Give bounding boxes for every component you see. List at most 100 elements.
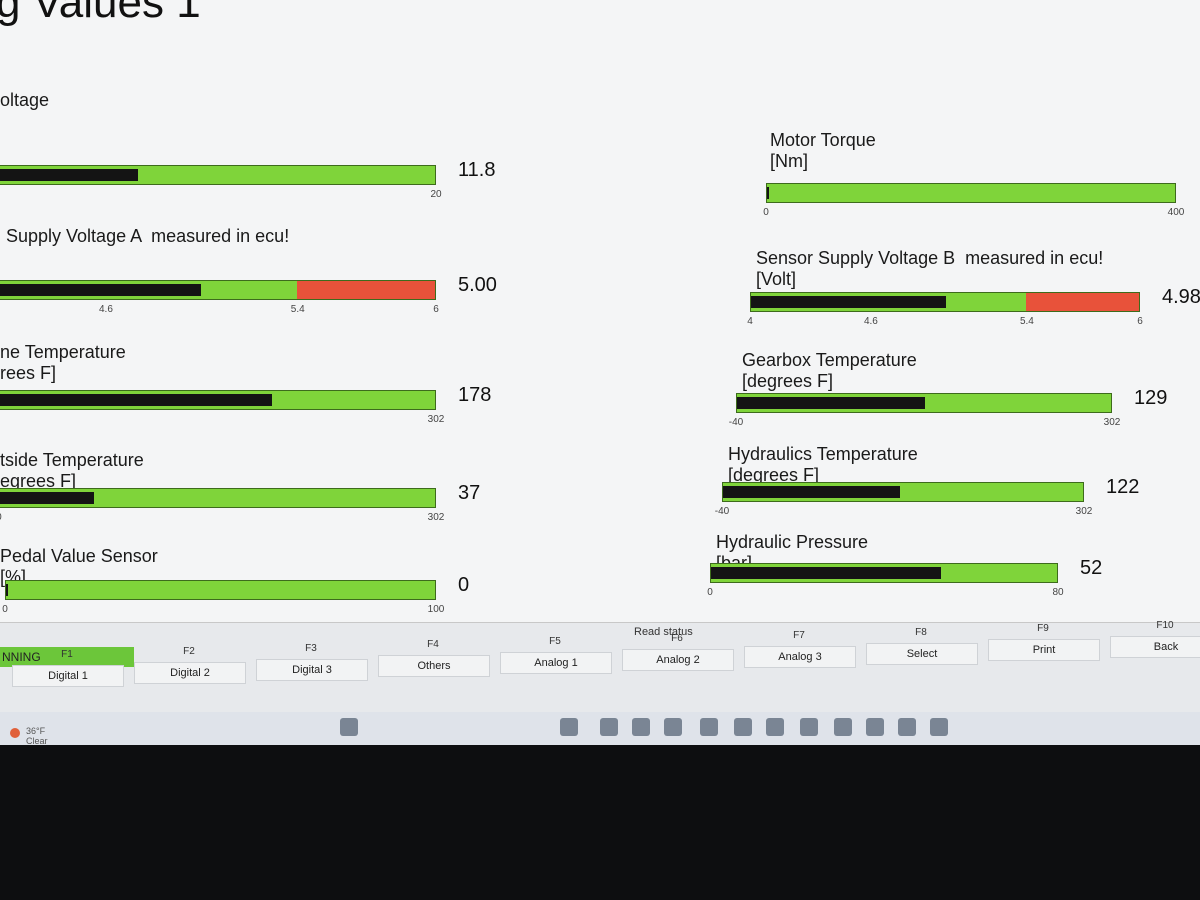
gauge-track <box>722 482 1084 502</box>
gauge-tick: 0 <box>707 587 713 598</box>
gauge-name: Gearbox Temperature <box>742 350 917 370</box>
gauge-tick: 6 <box>1137 316 1143 327</box>
gauge-track <box>0 165 436 185</box>
gauge-tick: 0 <box>763 207 769 218</box>
taskbar-icon <box>700 718 718 736</box>
taskbar-icon <box>766 718 784 736</box>
gauge-tick: 6 <box>433 304 439 315</box>
gauge-unit: [degrees F] <box>742 371 834 391</box>
gauge-bar <box>723 486 901 498</box>
function-button[interactable]: Digital 1 <box>12 665 124 687</box>
limit-zone <box>297 281 435 299</box>
gauge-value: 178 <box>458 384 492 406</box>
gauge-name: Motor Torque <box>770 130 876 150</box>
gauge-value: 52 <box>1080 557 1103 579</box>
taskbar-icon <box>866 718 884 736</box>
taskbar-icon <box>800 718 818 736</box>
function-button[interactable]: Others <box>378 655 490 678</box>
function-button[interactable]: Digital 3 <box>256 658 368 681</box>
gauge-name: Sensor Supply Voltage B measured in ecu! <box>756 248 1104 268</box>
function-button[interactable]: Print <box>988 639 1100 662</box>
gauge-tick: 5.4 <box>1019 316 1034 327</box>
gauge-bar <box>6 584 8 596</box>
function-bar: NNING Read status F1 Digital 1 F2 Digital 2… <box>0 620 1200 713</box>
gauge-name: ne Temperature <box>0 342 126 362</box>
gauge-label: ne Temperature rees F] <box>0 342 126 384</box>
gauge-label: Motor Torque [Nm] <box>770 130 876 172</box>
gauge-value: 11.8 <box>458 159 496 181</box>
gauge-name: Pedal Value Sensor <box>0 546 158 566</box>
taskbar-icon <box>734 718 752 736</box>
gauge-unit: egrees F] <box>0 471 77 491</box>
gauge-track <box>766 183 1176 203</box>
gauge-track <box>736 393 1112 413</box>
gauge-bar <box>737 397 925 409</box>
gauge-unit: [Nm] <box>770 151 808 171</box>
gauge-track <box>710 563 1058 583</box>
function-button[interactable]: Digital 2 <box>134 661 246 684</box>
gauge-tick: 302 <box>427 512 445 523</box>
gauge-track <box>5 580 436 600</box>
gauge-tick: 302 <box>427 414 445 425</box>
weather: 36°F Clear <box>26 726 48 745</box>
screen: g Values 1 NNING Read status F1 Digital 1… <box>0 0 1200 745</box>
function-button[interactable]: Analog 2 <box>622 649 734 671</box>
function-button[interactable]: Analog 1 <box>500 652 612 675</box>
function-key: F8 <box>915 626 927 638</box>
gauge-bar <box>0 492 94 504</box>
gauge-tick: 5.4 <box>290 304 305 315</box>
gauge-label: Gearbox Temperature [degrees F] <box>742 350 917 392</box>
gauge-name: oltage <box>0 90 50 110</box>
gauge-value: 0 <box>458 574 470 596</box>
gauge-unit: rees F] <box>0 363 57 383</box>
gauge-label: Sensor Supply Voltage B measured in ecu!… <box>756 248 1103 290</box>
function-button[interactable]: Analog 3 <box>744 645 856 668</box>
gauge-label: Supply Voltage A measured in ecu! <box>6 226 289 247</box>
gauge-value: 5.00 <box>458 274 497 296</box>
gauge-tick: -40 <box>714 506 730 517</box>
function-key: F1 <box>61 649 73 660</box>
gauge-name: Supply Voltage A measured in ecu! <box>6 226 290 246</box>
function-key: F7 <box>793 629 805 641</box>
function-button[interactable]: Back <box>1110 636 1200 659</box>
function-key: F3 <box>305 642 317 654</box>
run-status: NNING <box>0 647 134 667</box>
gauge-label: Hydraulics Temperature [degrees F] <box>728 444 918 486</box>
weather-temp: 36°F <box>26 726 46 736</box>
gauge-track <box>0 280 436 300</box>
gauge-value: 122 <box>1106 476 1140 498</box>
gauge-track <box>0 488 436 508</box>
function-key: F9 <box>1037 623 1049 635</box>
taskbar-icon <box>632 718 650 736</box>
gauge-tick: 80 <box>1052 587 1064 598</box>
gauge-unit: [degrees F] <box>728 465 820 485</box>
page-title: g Values 1 <box>0 0 201 27</box>
taskbar-icon <box>600 718 618 736</box>
function-key: F5 <box>549 636 561 648</box>
gauge-track <box>0 390 436 410</box>
gauge-label: oltage <box>0 90 49 111</box>
taskbar-icon <box>340 718 358 736</box>
taskbar-icon <box>898 718 916 736</box>
gauge-bar <box>711 567 941 579</box>
gauge-tick: 4.6 <box>99 304 113 315</box>
gauge-bar <box>0 169 139 181</box>
limit-zone <box>1026 293 1139 311</box>
gauge-value: 129 <box>1134 387 1168 409</box>
gauge-tick: -40 <box>728 417 744 428</box>
gauge-label: tside Temperature egrees F] <box>0 450 144 492</box>
gauge-name: Hydraulic Pressure <box>716 532 869 552</box>
gauge-bar <box>751 296 946 308</box>
gauge-tick: 4 <box>747 316 753 327</box>
gauge-bar <box>767 187 769 199</box>
gauge-unit: [Volt] <box>756 269 797 289</box>
gauge-value: 37 <box>458 482 481 504</box>
gauge-tick: 302 <box>1075 506 1093 517</box>
weather-icon <box>10 728 20 738</box>
weather-condition: Clear <box>26 736 48 745</box>
function-button[interactable]: Select <box>866 642 978 665</box>
gauge-tick: 20 <box>430 189 442 200</box>
taskbar: 36°F Clear <box>0 712 1200 745</box>
gauge-tick: 302 <box>1103 417 1121 428</box>
